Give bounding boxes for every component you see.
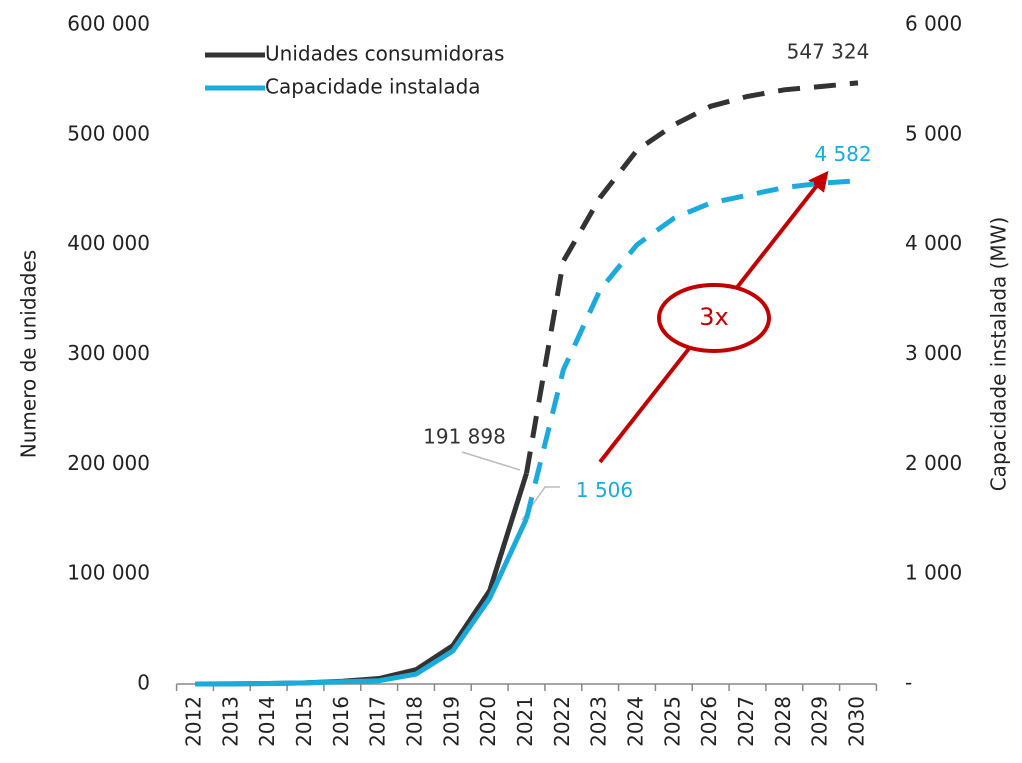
x-tick-label: 2017 (366, 696, 390, 747)
y-tick-label: 300 000 (67, 341, 150, 365)
x-tick-label: 2021 (513, 696, 537, 747)
x-tick-label: 2015 (292, 696, 316, 747)
y2-axis-label: Capacidade instalada (MW) (987, 217, 1011, 492)
legend-label: Capacidade instalada (265, 75, 481, 99)
data-label: 1 506 (576, 478, 633, 502)
x-tick-label: 2012 (182, 696, 206, 747)
y2-tick-label: 5 000 (905, 121, 962, 145)
leader-line (461, 451, 521, 471)
y-tick-label: 100 000 (67, 561, 150, 585)
x-tick-label: 2018 (403, 696, 427, 747)
x-tick-label: 2025 (660, 696, 684, 747)
y-tick-label: 200 000 (67, 451, 150, 475)
data-label: 547 324 (787, 39, 870, 63)
line (194, 517, 529, 687)
x-tick-label: 2030 (845, 696, 869, 747)
x-tick-label: 2023 (587, 696, 611, 747)
line-projection (524, 178, 859, 520)
x-tick-label: 2019 (439, 696, 463, 747)
y2-tick-label: 6 000 (905, 12, 962, 36)
y-tick-label: 500 000 (67, 121, 150, 145)
x-tick-label: 2026 (697, 696, 721, 747)
y2-tick-label: 1 000 (905, 561, 962, 585)
line (194, 472, 529, 687)
x-tick-label: 2022 (550, 696, 574, 747)
y-axis-label: Numero de unidades (17, 250, 41, 458)
y2-tick-label: 3 000 (905, 341, 962, 365)
data-label: 4 582 (814, 142, 871, 166)
x-tick-label: 2029 (808, 696, 832, 747)
x-tick-label: 2014 (255, 696, 279, 747)
x-tick-label: 2027 (734, 696, 758, 747)
y-tick-label: 400 000 (67, 231, 150, 255)
x-tick-label: 2013 (218, 696, 242, 747)
annotation-ellipse (657, 283, 771, 353)
y-tick-label: 0 (137, 671, 150, 695)
data-label: 191 898 (423, 425, 506, 449)
x-tick-label: 2016 (329, 696, 353, 747)
x-tick-label: 2020 (476, 696, 500, 747)
x-tick-label: 2028 (771, 696, 795, 747)
legend-label: Unidades consumidoras (265, 42, 504, 66)
y-tick-label: 600 000 (67, 12, 150, 36)
x-tick-label: 2024 (624, 696, 648, 747)
y2-tick-label: - (905, 671, 912, 695)
line-projection (524, 80, 859, 474)
annotation: 3x (699, 303, 728, 331)
y2-tick-label: 4 000 (905, 231, 962, 255)
y2-tick-label: 2 000 (905, 451, 962, 475)
